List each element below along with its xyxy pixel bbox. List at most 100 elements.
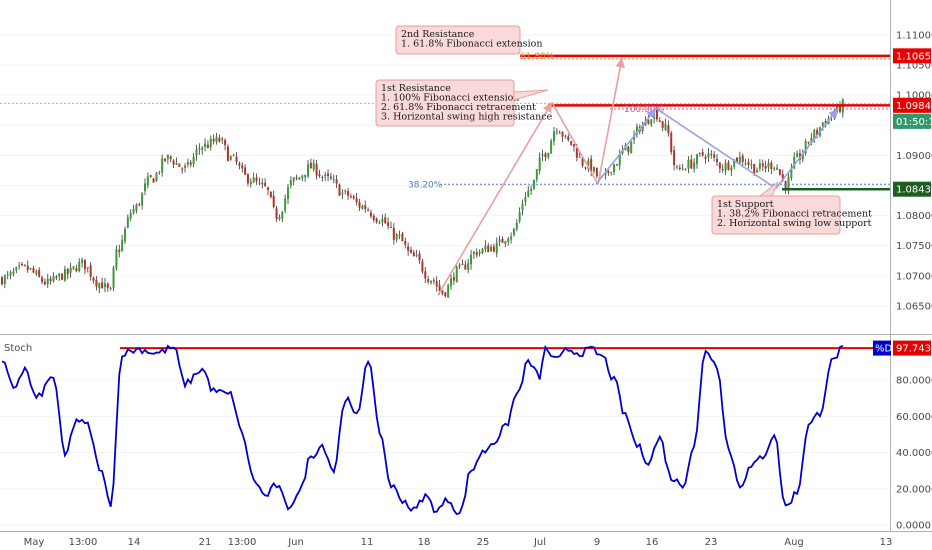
1st-resistance-note-line: 2. 61.8% Fibonacci retracement xyxy=(381,102,536,113)
candle-down xyxy=(138,204,141,206)
candle-up xyxy=(535,169,538,180)
2nd-resistance-note-line: 2nd Resistance xyxy=(401,29,475,40)
candle-down xyxy=(41,277,44,282)
candle-down xyxy=(178,163,181,167)
candlestick-series[interactable] xyxy=(1,98,844,299)
stoch-tick-label: 60.0000 xyxy=(896,412,932,423)
candle-down xyxy=(678,167,681,170)
candle-up xyxy=(126,217,129,228)
candle-up xyxy=(512,228,515,236)
candle-up xyxy=(773,168,776,170)
candle-down xyxy=(206,144,209,148)
candle-up xyxy=(129,212,132,219)
candle-up xyxy=(810,137,813,143)
1st-resistance-note-line: 1st Resistance xyxy=(381,83,451,94)
candle-down xyxy=(727,162,730,170)
candle-up xyxy=(613,164,616,173)
stoch-d-line[interactable] xyxy=(1,344,844,516)
candle-up xyxy=(307,164,310,177)
note-pointer xyxy=(758,181,779,197)
candle-up xyxy=(123,229,126,242)
candle-down xyxy=(590,158,593,173)
candle-up xyxy=(555,131,558,133)
candle-up xyxy=(98,283,101,289)
candle-up xyxy=(604,172,607,176)
pattern-arrow xyxy=(437,101,553,296)
time-tick-label: 13:00 xyxy=(228,537,257,548)
candle-up xyxy=(687,159,690,169)
price-tick-label: 1.07500 xyxy=(896,241,932,252)
fib-label: 100.00% xyxy=(624,105,664,115)
candle-down xyxy=(43,281,46,285)
candle-down xyxy=(627,146,630,153)
resistance-1-price-tag xyxy=(893,97,931,113)
candle-up xyxy=(790,167,793,178)
candle-down xyxy=(716,158,718,163)
candle-up xyxy=(301,175,304,178)
candle-up xyxy=(578,156,581,158)
stoch-tick-label: 20.0000 xyxy=(896,484,932,495)
candle-up xyxy=(650,119,653,125)
candle-up xyxy=(109,287,112,289)
candle-up xyxy=(587,160,590,169)
candle-up xyxy=(221,138,224,141)
candle-up xyxy=(518,212,521,222)
candle-down xyxy=(92,277,95,281)
candle-up xyxy=(504,241,507,245)
candle-down xyxy=(412,252,415,257)
candle-up xyxy=(776,167,779,170)
candle-up xyxy=(232,154,235,156)
candle-down xyxy=(181,168,184,170)
candle-down xyxy=(544,153,547,158)
candle-up xyxy=(146,176,149,186)
candle-down xyxy=(66,268,69,275)
pattern-arrow xyxy=(597,57,625,185)
candle-up xyxy=(284,198,287,211)
stoch-series-tag xyxy=(873,340,891,356)
candle-up xyxy=(155,173,158,181)
candle-up xyxy=(644,120,647,126)
candle-down xyxy=(264,182,267,187)
candle-down xyxy=(667,125,670,134)
candle-up xyxy=(767,162,770,168)
candle-up xyxy=(744,163,747,165)
candle-up xyxy=(69,267,72,273)
1st-resistance-note-box xyxy=(375,79,515,127)
candle-up xyxy=(289,180,292,186)
1st-support-note-line: 2. Horizontal swing low support xyxy=(717,218,872,229)
candle-up xyxy=(298,177,301,180)
candle-down xyxy=(424,271,427,279)
time-tick-label: 25 xyxy=(477,537,490,548)
candle-down xyxy=(364,205,367,210)
candle-up xyxy=(195,149,198,156)
candle-down xyxy=(407,246,410,251)
candle-down xyxy=(389,227,392,229)
candle-up xyxy=(324,174,327,177)
candle-up xyxy=(698,152,701,154)
candle-down xyxy=(452,277,455,281)
stochastic-panel[interactable]: Stoch xyxy=(1,343,890,516)
1st-support-note-line: 1. 38.2% Fibonacci retracement xyxy=(717,209,872,220)
candle-down xyxy=(713,154,716,158)
candle-up xyxy=(144,183,146,192)
candle-down xyxy=(212,139,215,142)
candle-up xyxy=(112,267,115,288)
candle-down xyxy=(607,171,610,173)
candle-down xyxy=(661,121,664,129)
candle-down xyxy=(432,280,435,282)
candle-up xyxy=(395,234,398,240)
candle-down xyxy=(584,167,587,169)
candle-down xyxy=(444,292,447,297)
candle-up xyxy=(15,267,18,271)
candle-down xyxy=(461,263,464,265)
candle-up xyxy=(430,280,432,283)
candle-down xyxy=(392,227,395,240)
candle-down xyxy=(595,167,598,177)
candle-up xyxy=(507,238,510,243)
candle-up xyxy=(132,208,135,213)
